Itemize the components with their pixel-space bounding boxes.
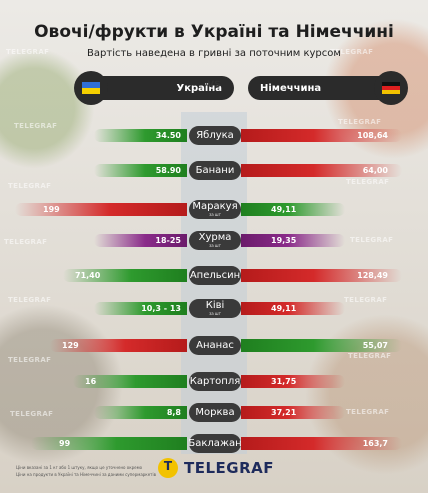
ukraine-price-value: 129	[62, 341, 79, 350]
watermark-text: TELEGRAF	[338, 118, 382, 126]
product-name: Морква	[195, 406, 235, 418]
ukraine-price-value: 199	[43, 205, 60, 214]
ukraine-price-bar: 99	[31, 437, 187, 450]
watermark-text: TELEGRAF	[346, 408, 390, 416]
ukraine-price-bar: 8,8	[94, 406, 187, 419]
ukraine-price-value: 34.50	[155, 131, 181, 140]
ukraine-price-value: 8,8	[166, 408, 181, 417]
watermark-text: TELEGRAF	[8, 296, 52, 304]
product-label: Яблука	[189, 126, 241, 145]
product-name: Апельсин	[189, 269, 241, 281]
watermark-text: TELEGRAF	[8, 182, 52, 190]
ukraine-price-bar: 71,40	[63, 269, 187, 282]
ukraine-price-value: 71,40	[75, 271, 101, 280]
germany-price-bar: 19,35	[241, 234, 345, 247]
product-label: Морква	[189, 403, 241, 422]
page-subtitle: Вартість наведена в гривні за поточним к…	[87, 48, 341, 59]
watermark-text: TELEGRAF	[346, 178, 390, 186]
country-ukraine-label: Україна	[176, 82, 223, 94]
germany-price-value: 49,11	[271, 205, 297, 214]
watermark-text: TELEGRAF	[344, 296, 388, 304]
product-label: Ківі за шт	[189, 299, 241, 318]
product-unit: за шт	[209, 212, 221, 217]
product-label: Апельсин	[189, 266, 241, 285]
ukraine-price-bar: 58.90	[94, 164, 187, 177]
germany-price-value: 64,00	[362, 166, 388, 175]
germany-price-value: 108,64	[357, 131, 388, 140]
germany-price-value: 31,75	[271, 377, 297, 386]
ukraine-price-bar: 129	[50, 339, 187, 352]
germany-price-bar: 31,75	[241, 375, 345, 388]
germany-price-value: 19,35	[271, 236, 297, 245]
germany-flag-icon	[382, 82, 400, 94]
ukraine-price-bar: 199	[15, 203, 187, 216]
product-name: Баклажан	[188, 437, 242, 449]
product-label: Ананас	[189, 336, 241, 355]
watermark-text: TELEGRAF	[348, 352, 392, 360]
ukraine-flag-icon	[82, 82, 100, 94]
product-name: Маракуя	[192, 201, 238, 212]
germany-price-bar: 64,00	[241, 164, 402, 177]
germany-price-value: 37,21	[271, 408, 297, 417]
germany-price-bar: 163,7	[241, 437, 402, 450]
ukraine-price-value: 16	[85, 377, 97, 386]
ukraine-flag-badge	[74, 71, 108, 105]
country-germany-label: Німеччина	[260, 82, 322, 94]
watermark-text: TELEGRAF	[350, 236, 394, 244]
product-label: Хурма за шт	[189, 231, 241, 250]
product-unit: за шт	[209, 243, 221, 248]
product-name: Ананас	[196, 339, 234, 351]
germany-price-bar: 49,11	[241, 203, 345, 216]
germany-price-value: 55,07	[362, 341, 388, 350]
ukraine-price-value: 99	[59, 439, 71, 448]
watermark-text: TELEGRAF	[14, 122, 58, 130]
footnote: Ціни вказані за 1 кг або 1 штуку, якщо ц…	[16, 465, 143, 470]
country-germany-header: Німеччина	[248, 71, 408, 105]
country-ukraine-header: Україна	[74, 71, 234, 105]
footnote: Ціни на продукти в Україні та Німеччині …	[16, 472, 156, 477]
watermark-text: TELEGRAF	[330, 48, 374, 56]
product-unit: за шт	[209, 311, 221, 316]
germany-price-value: 163,7	[362, 439, 388, 448]
product-name: Ківі	[205, 300, 225, 311]
product-name: Хурма	[198, 232, 232, 243]
brand-footer: TELEGRAF	[158, 458, 274, 478]
product-label: Маракуя за шт	[189, 200, 241, 219]
germany-price-bar: 128,49	[241, 269, 402, 282]
germany-price-bar: 108,64	[241, 129, 402, 142]
vs-label: VS	[207, 80, 221, 90]
watermark-text: TELEGRAF	[4, 238, 48, 246]
product-name: Яблука	[196, 129, 234, 141]
page-title: Овочі/фрукти в Україні та Німеччині	[34, 22, 394, 42]
germany-price-value: 128,49	[357, 271, 388, 280]
ukraine-price-value: 10,3 - 13	[141, 304, 181, 313]
ukraine-price-value: 18-25	[155, 236, 181, 245]
germany-price-bar: 37,21	[241, 406, 345, 419]
germany-price-bar: 49,11	[241, 302, 345, 315]
ukraine-price-bar: 18-25	[94, 234, 187, 247]
telegraf-logo-icon	[158, 458, 178, 478]
germany-price-value: 49,11	[271, 304, 297, 313]
ukraine-price-bar: 34.50	[94, 129, 187, 142]
product-name: Банани	[195, 164, 235, 176]
ukraine-price-bar: 16	[73, 375, 187, 388]
product-name: Картопля	[189, 375, 241, 387]
brand-name: TELEGRAF	[184, 459, 275, 477]
product-label: Картопля	[189, 372, 241, 391]
germany-price-bar: 55,07	[241, 339, 402, 352]
watermark-text: TELEGRAF	[6, 48, 50, 56]
product-label: Баклажан	[188, 434, 242, 453]
ukraine-price-value: 58.90	[155, 166, 181, 175]
germany-flag-badge	[374, 71, 408, 105]
product-label: Банани	[189, 161, 241, 180]
watermark-text: TELEGRAF	[10, 410, 54, 418]
watermark-text: TELEGRAF	[8, 356, 52, 364]
ukraine-price-bar: 10,3 - 13	[94, 302, 187, 315]
